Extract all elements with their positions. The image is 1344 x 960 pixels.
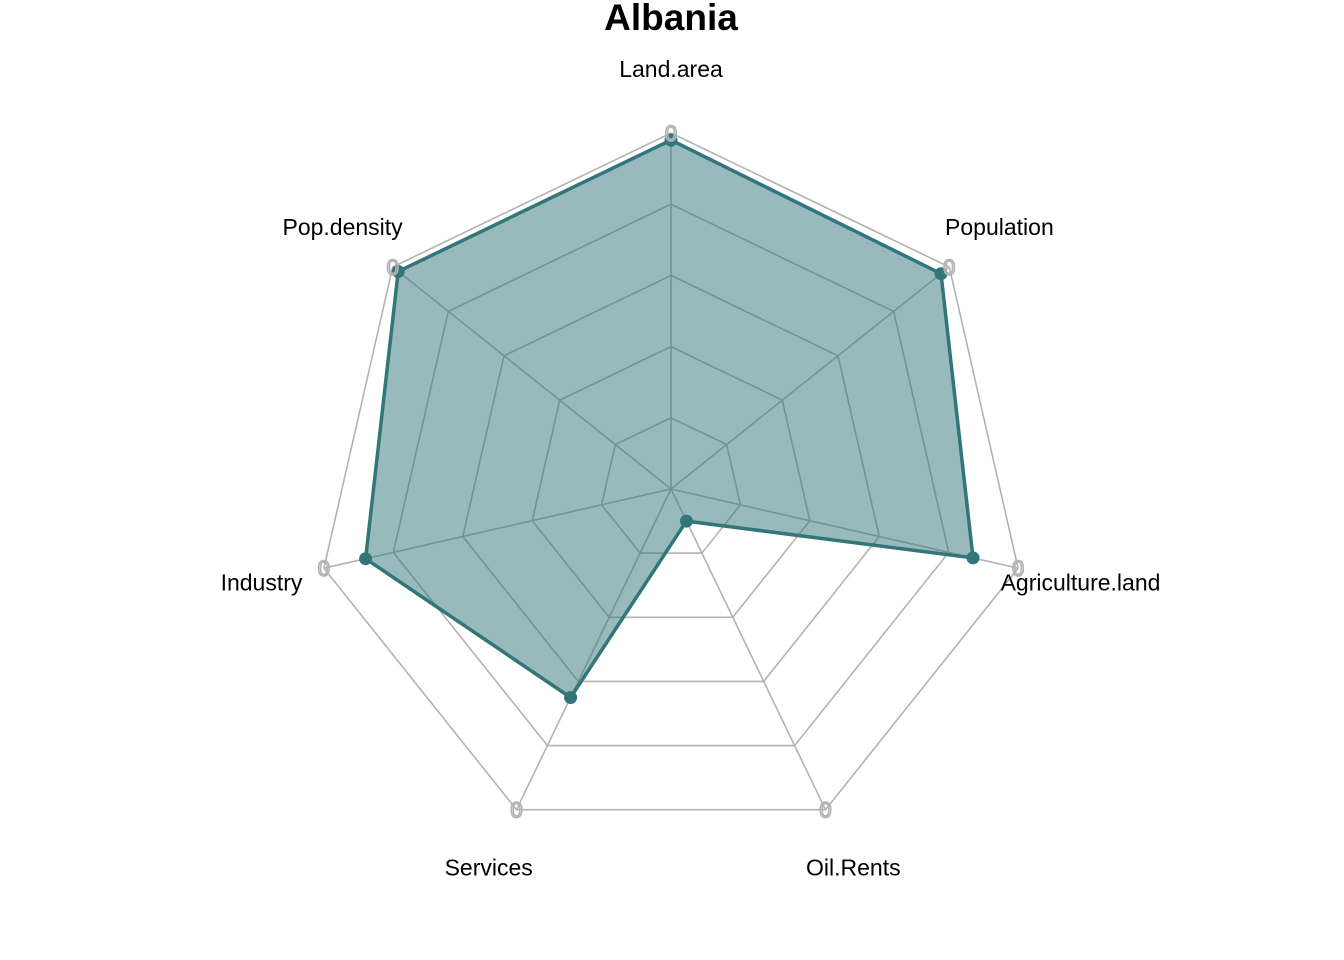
tick-label-4: 0 [510,798,522,823]
axis-label-Industry: Industry [221,570,303,596]
tick-label-5: 0 [318,556,330,581]
tick-label-0: 0 [665,121,677,146]
chart-title: Albania [604,0,738,38]
axis-label-Population: Population [945,214,1054,240]
axis-label-Pop.density: Pop.density [282,214,403,240]
data-point-Pop.density [391,265,405,278]
series-area [365,140,974,698]
tick-labels: 0 0 0 0 0 0 0 [317,120,1025,823]
data-point-Land.area [664,133,678,147]
tick-label-6: 0 [387,255,399,280]
data-point-Population [934,267,948,281]
series-line [363,138,975,700]
axis-label-Agriculture.land: Agriculture.land [1001,570,1161,596]
tick-label-1: 0 [943,255,955,280]
axis-labels: Land.area Population Agriculture.land Oil.R… [221,56,1161,881]
series-layer [359,133,980,704]
axis-label-Land.area: Land.area [619,56,723,82]
tick-label-2: 0 [1012,556,1024,581]
grid-ring-5 [323,132,1019,811]
grid-spoke-3 [670,488,827,811]
tick-label-3: 0 [819,798,831,823]
data-point-Industry [359,552,373,566]
data-point-Services [564,691,578,704]
data-point-Agriculture.land [966,551,980,565]
data-point-Oil.Rents [679,514,693,528]
axis-label-Services: Services [445,855,533,881]
axis-label-Oil.Rents: Oil.Rents [806,855,901,881]
